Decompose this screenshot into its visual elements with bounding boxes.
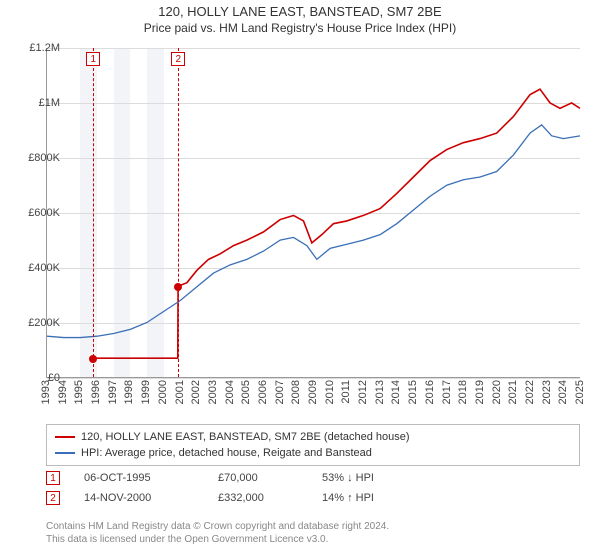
sales-table: 1 06-OCT-1995 £70,000 53% ↓ HPI 2 14-NOV… bbox=[46, 468, 580, 508]
legend-swatch-red bbox=[55, 436, 75, 438]
sale-row: 1 06-OCT-1995 £70,000 53% ↓ HPI bbox=[46, 468, 580, 488]
y-tick-label: £400K bbox=[22, 262, 60, 274]
x-tick-label: 2019 bbox=[474, 380, 486, 404]
title-line-2: Price paid vs. HM Land Registry's House … bbox=[0, 21, 600, 35]
x-tick-label: 2009 bbox=[307, 380, 319, 404]
x-tick-label: 2004 bbox=[224, 380, 236, 404]
x-tick-label: 2011 bbox=[340, 380, 352, 404]
chart-title: 120, HOLLY LANE EAST, BANSTEAD, SM7 2BE … bbox=[0, 0, 600, 35]
footer-line-1: Contains HM Land Registry data © Crown c… bbox=[46, 520, 580, 533]
marker-box: 1 bbox=[86, 52, 100, 66]
y-tick-label: £600K bbox=[22, 207, 60, 219]
y-tick-label: £1M bbox=[22, 97, 60, 109]
legend-item: 120, HOLLY LANE EAST, BANSTEAD, SM7 2BE … bbox=[55, 429, 571, 445]
sale-marker-icon: 1 bbox=[46, 471, 60, 485]
x-tick-label: 2020 bbox=[491, 380, 503, 404]
y-tick-label: £1.2M bbox=[22, 42, 60, 54]
x-tick-label: 2005 bbox=[240, 380, 252, 404]
x-tick-label: 2022 bbox=[524, 380, 536, 404]
x-tick-label: 2006 bbox=[257, 380, 269, 404]
title-line-1: 120, HOLLY LANE EAST, BANSTEAD, SM7 2BE bbox=[0, 4, 600, 19]
marker-box: 2 bbox=[171, 52, 185, 66]
x-tick-label: 2008 bbox=[290, 380, 302, 404]
legend-swatch-blue bbox=[55, 452, 75, 454]
sale-price: £332,000 bbox=[218, 492, 298, 504]
x-tick-label: 2015 bbox=[407, 380, 419, 404]
x-tick-label: 2012 bbox=[357, 380, 369, 404]
x-tick-label: 2000 bbox=[157, 380, 169, 404]
sale-hpi: 14% ↑ HPI bbox=[322, 492, 422, 504]
line-series bbox=[47, 48, 580, 377]
sale-date: 14-NOV-2000 bbox=[84, 492, 194, 504]
legend-item: HPI: Average price, detached house, Reig… bbox=[55, 445, 571, 461]
series-price_paid bbox=[93, 89, 580, 358]
x-tick-label: 1995 bbox=[73, 380, 85, 404]
marker-guideline bbox=[178, 48, 179, 377]
legend-text: 120, HOLLY LANE EAST, BANSTEAD, SM7 2BE … bbox=[81, 429, 410, 445]
footer: Contains HM Land Registry data © Crown c… bbox=[46, 520, 580, 546]
x-tick-label: 2018 bbox=[457, 380, 469, 404]
legend-text: HPI: Average price, detached house, Reig… bbox=[81, 445, 372, 461]
x-tick-label: 1993 bbox=[40, 380, 52, 404]
sale-marker-icon: 2 bbox=[46, 491, 60, 505]
y-tick-label: £200K bbox=[22, 317, 60, 329]
sale-price: £70,000 bbox=[218, 472, 298, 484]
x-tick-label: 2010 bbox=[324, 380, 336, 404]
sale-date: 06-OCT-1995 bbox=[84, 472, 194, 484]
sale-dot bbox=[174, 283, 182, 291]
x-tick-label: 1996 bbox=[90, 380, 102, 404]
x-tick-label: 2014 bbox=[390, 380, 402, 404]
x-tick-label: 2001 bbox=[174, 380, 186, 404]
sale-row: 2 14-NOV-2000 £332,000 14% ↑ HPI bbox=[46, 488, 580, 508]
footer-line-2: This data is licensed under the Open Gov… bbox=[46, 533, 580, 546]
legend: 120, HOLLY LANE EAST, BANSTEAD, SM7 2BE … bbox=[46, 424, 580, 466]
x-tick-label: 1994 bbox=[57, 380, 69, 404]
x-tick-label: 2007 bbox=[274, 380, 286, 404]
marker-guideline bbox=[93, 48, 94, 377]
x-tick-label: 1998 bbox=[123, 380, 135, 404]
x-tick-label: 2003 bbox=[207, 380, 219, 404]
x-tick-label: 2016 bbox=[424, 380, 436, 404]
x-tick-label: 1999 bbox=[140, 380, 152, 404]
x-tick-label: 2021 bbox=[507, 380, 519, 404]
x-tick-label: 2024 bbox=[557, 380, 569, 404]
sale-dot bbox=[89, 355, 97, 363]
x-tick-label: 2013 bbox=[374, 380, 386, 404]
x-tick-label: 2002 bbox=[190, 380, 202, 404]
x-tick-label: 2017 bbox=[441, 380, 453, 404]
x-tick-label: 1997 bbox=[107, 380, 119, 404]
y-tick-label: £800K bbox=[22, 152, 60, 164]
sale-hpi: 53% ↓ HPI bbox=[322, 472, 422, 484]
x-tick-label: 2025 bbox=[574, 380, 586, 404]
chart-plot-area: 12 bbox=[46, 48, 580, 378]
series-hpi bbox=[47, 125, 580, 338]
x-tick-label: 2023 bbox=[541, 380, 553, 404]
